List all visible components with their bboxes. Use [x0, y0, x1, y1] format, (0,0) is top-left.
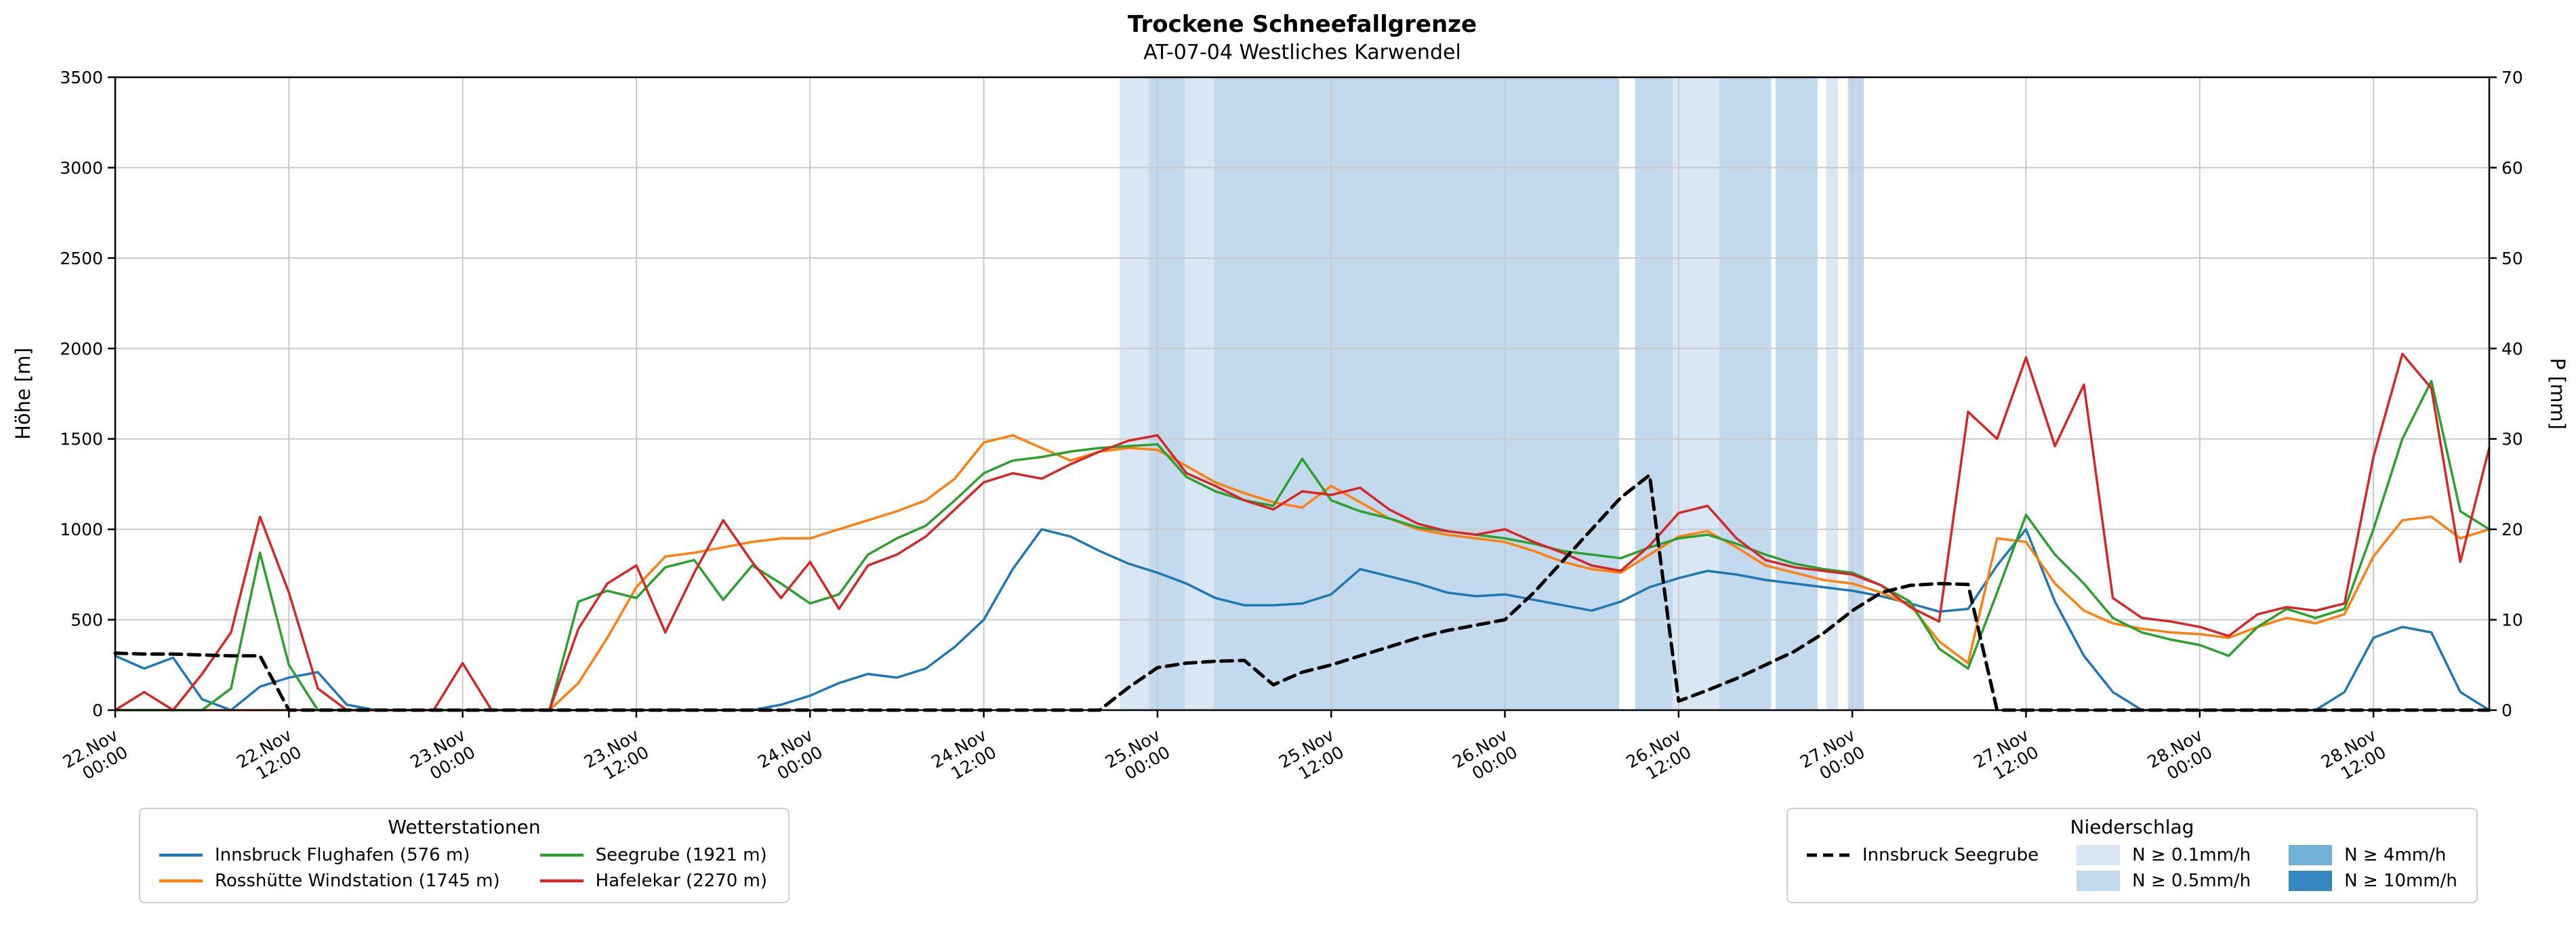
legend-label: Hafelekar (2270 m): [595, 871, 768, 891]
y-left-tick-label: 3000: [60, 158, 103, 178]
line-swatch-icon: [539, 853, 584, 857]
legend-item-precip-level: N ≥ 0.1mm/h: [2077, 845, 2251, 865]
precip-band: [1120, 77, 1149, 710]
legend-label: Innsbruck Seegrube: [1862, 845, 2039, 865]
x-tick-label: 24.Nov12:00: [928, 725, 1000, 789]
y-right-tick-label: 10: [2501, 611, 2523, 630]
legend-label: N ≥ 0.5mm/h: [2132, 871, 2251, 891]
color-patch-icon: [2077, 845, 2121, 865]
legend-item-station: Seegrube (1921 m): [539, 845, 769, 865]
legend-precip-title: Niederschlag: [2070, 816, 2194, 838]
legend-label: Rosshütte Windstation (1745 m): [215, 871, 500, 891]
legend-label: Seegrube (1921 m): [595, 845, 767, 865]
legend-item-station: Rosshütte Windstation (1745 m): [159, 871, 502, 891]
legend-item-precip-level: N ≥ 0.5mm/h: [2077, 871, 2251, 891]
line-swatch-icon: [159, 879, 203, 883]
color-patch-icon: [2289, 871, 2333, 891]
y-right-axis-label: P [mm]: [2546, 358, 2569, 430]
legend-item-precip-level: N ≥ 10mm/h: [2289, 871, 2457, 891]
y-right-tick-label: 0: [2501, 701, 2512, 720]
x-tick-label: 27.Nov12:00: [1970, 725, 2042, 789]
x-tick-label: 26.Nov00:00: [1449, 725, 1521, 789]
y-right-tick-label: 40: [2501, 339, 2523, 358]
precip-band: [1847, 77, 1864, 710]
legend-precip-items: Innsbruck Seegrube N ≥ 0.1mm/h N ≥ 0.5mm/h…: [1807, 845, 2457, 891]
x-tick-label: 27.Nov00:00: [1797, 725, 1868, 789]
chart-title: Trockene Schneefallgrenze: [1127, 11, 1477, 38]
legend-label: Innsbruck Flughafen (576 m): [215, 845, 470, 865]
y-left-tick-label: 500: [70, 611, 103, 630]
y-left-tick-label: 3500: [60, 68, 103, 87]
precip-band: [1635, 77, 1673, 710]
y-left-axis-label: Höhe [m]: [12, 348, 35, 440]
y-right-tick-label: 20: [2501, 520, 2523, 539]
y-right-tick-label: 30: [2501, 430, 2523, 449]
precip-band: [1673, 77, 1719, 710]
legend-stations-title: Wetterstationen: [388, 816, 541, 838]
x-tick-label: 22.Nov12:00: [233, 725, 305, 789]
y-right-tick-label: 60: [2501, 158, 2523, 178]
legend-label: N ≥ 10mm/h: [2344, 871, 2457, 891]
legend-niederschlag: Niederschlag Innsbruck Seegrube N ≥ 0.1mm…: [1786, 808, 2478, 903]
x-tick-label: 28.Nov12:00: [2318, 725, 2390, 789]
color-patch-icon: [2077, 871, 2121, 891]
line-swatch-icon: [539, 879, 584, 883]
precip-bands: [1120, 77, 1864, 710]
x-tick-label: 24.Nov00:00: [754, 725, 826, 789]
x-tick-label: 26.Nov12:00: [1623, 725, 1695, 789]
legend-item-precip-level: N ≥ 4mm/h: [2289, 845, 2457, 865]
line-swatch-icon: [159, 853, 203, 857]
precip-band: [1826, 77, 1838, 710]
x-tick-label: 25.Nov00:00: [1102, 725, 1174, 789]
legend-label: N ≥ 0.1mm/h: [2132, 845, 2251, 865]
y-right-tick-label: 50: [2501, 249, 2523, 268]
dashed-line-swatch-icon: [1807, 853, 1850, 857]
precip-band: [1185, 77, 1214, 710]
precip-band: [1214, 77, 1620, 710]
y-left-tick-label: 1000: [60, 520, 103, 539]
precip-band: [1719, 77, 1772, 710]
legend-wetterstationen: Wetterstationen Innsbruck Flughafen (576…: [139, 808, 790, 903]
x-tick-label: 23.Nov12:00: [581, 725, 653, 789]
legend-item-precip-line: Innsbruck Seegrube: [1807, 845, 2039, 865]
precip-band: [1775, 77, 1818, 710]
legend-label: N ≥ 4mm/h: [2344, 845, 2447, 865]
y-left-tick-label: 2500: [60, 249, 103, 268]
y-right-tick-label: 70: [2501, 68, 2523, 87]
precip-band: [1149, 77, 1185, 710]
y-left-tick-label: 1500: [60, 430, 103, 449]
chart-subtitle: AT-07-04 Westliches Karwendel: [1143, 41, 1461, 64]
x-tick-label: 22.Nov00:00: [60, 725, 131, 789]
y-left-tick-label: 0: [92, 701, 103, 720]
x-tick-label: 23.Nov00:00: [407, 725, 478, 789]
x-tick-label: 25.Nov12:00: [1275, 725, 1347, 789]
x-tick-label: 28.Nov00:00: [2144, 725, 2216, 789]
legend-stations-items: Innsbruck Flughafen (576 m) Rosshütte Win…: [159, 845, 769, 891]
legend-item-station: Hafelekar (2270 m): [539, 871, 769, 891]
y-left-tick-label: 2000: [60, 339, 103, 358]
legend-item-station: Innsbruck Flughafen (576 m): [159, 845, 502, 865]
color-patch-icon: [2289, 845, 2333, 865]
